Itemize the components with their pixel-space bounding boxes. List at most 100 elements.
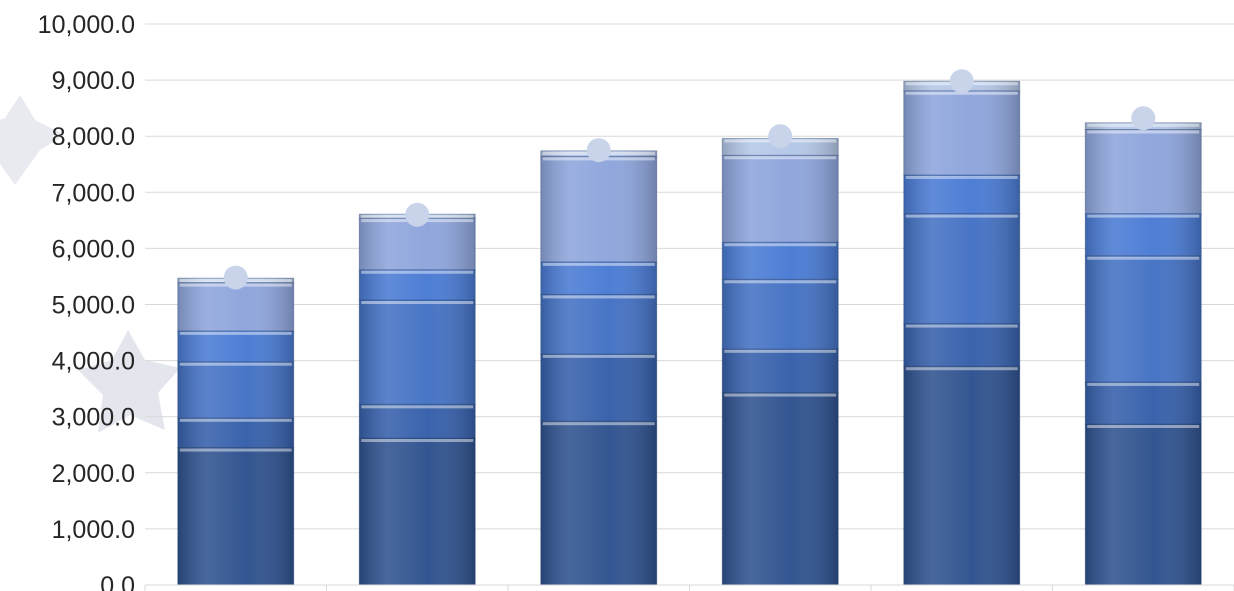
y-tick-label: 8,000.0 (52, 123, 135, 151)
bar-segment-highlight (179, 362, 292, 366)
bar-segment-shade (903, 213, 1020, 324)
y-tick-label: 0.0 (100, 572, 135, 591)
bar-segment (903, 213, 1021, 325)
bar-segment (1084, 255, 1202, 383)
bar-segment-highlight (724, 393, 837, 397)
bar-segment (1084, 128, 1202, 215)
gridlines (145, 23, 1234, 530)
total-marker (949, 69, 974, 94)
bar-segment (1084, 213, 1202, 257)
bar-segment (177, 417, 295, 449)
bar-segment (177, 282, 295, 332)
bar-segment (358, 403, 476, 439)
bar-segment-highlight (905, 175, 1018, 179)
bar-segment (540, 261, 658, 295)
total-marker (768, 124, 793, 149)
bar-segment (903, 365, 1021, 586)
bar-segment-shade (1085, 213, 1202, 256)
bar-segment-highlight (542, 262, 655, 266)
y-tick-label: 7,000.0 (52, 179, 135, 207)
bar-segment-shade (177, 361, 294, 418)
bar-segment-shade (722, 242, 839, 280)
bar-segment (177, 330, 295, 363)
bar-segment-highlight (724, 280, 837, 284)
bar-segment-highlight (361, 301, 474, 305)
total-markers (223, 69, 1156, 290)
background-star-shape (78, 330, 180, 433)
bar-segment-highlight (1087, 130, 1200, 134)
bar-segment (540, 155, 658, 263)
bar-segment-shade (359, 300, 476, 405)
bar-segment (540, 353, 658, 422)
bar-segment (540, 420, 658, 586)
bar-segment-shade (540, 353, 657, 422)
y-tick-label: 6,000.0 (52, 235, 135, 263)
bar-segment (358, 269, 476, 301)
bar-segment-shade (1085, 129, 1202, 214)
y-tick-label: 1,000.0 (52, 516, 135, 544)
background-decoration (0, 95, 180, 433)
bar-segment (358, 437, 476, 586)
bar-segment-shade (359, 269, 476, 301)
bar-segment-shade (903, 90, 1020, 175)
bar-segment-highlight (1087, 382, 1200, 386)
y-tick-label: 10,000.0 (38, 11, 135, 39)
bar-segment (721, 392, 839, 586)
bar-segment-highlight (724, 243, 837, 247)
bar-segment-highlight (905, 91, 1018, 95)
bar-segment-highlight (179, 331, 292, 335)
bar-segment-shade (359, 404, 476, 439)
bar-segment-highlight (1087, 256, 1200, 260)
bar-segment (721, 154, 839, 243)
total-marker (223, 265, 248, 290)
bar-segment-shade (359, 438, 476, 585)
bar-segment-shade (722, 348, 839, 393)
bar-segment-highlight (179, 448, 292, 452)
bar-segment-shade (903, 366, 1020, 585)
bar-segment (903, 323, 1021, 367)
bar-segment-highlight (724, 349, 837, 353)
y-tick-label: 4,000.0 (52, 348, 135, 376)
bar-segment-highlight (361, 270, 474, 274)
bar-segment-shade (177, 447, 294, 585)
bar-segment-highlight (179, 418, 292, 422)
bar-segment-shade (722, 279, 839, 349)
bar-segment (177, 361, 295, 419)
total-marker (586, 138, 611, 163)
background-star-shape (0, 95, 65, 185)
bar-segment-shade (177, 330, 294, 362)
bar-segment-highlight (905, 324, 1018, 328)
bar-segment-shade (177, 282, 294, 331)
bar-segment-shade (540, 156, 657, 262)
bar-segment-shade (722, 155, 839, 243)
bar-segment (1084, 381, 1202, 425)
bar-segment-highlight (361, 439, 474, 443)
bar-segment-shade (903, 323, 1020, 367)
bar-segment (721, 348, 839, 394)
bars (177, 80, 1202, 586)
bar-segment-shade (540, 261, 657, 295)
bar-segment-highlight (905, 214, 1018, 218)
bar-segment-shade (177, 417, 294, 448)
total-marker (405, 202, 430, 227)
bar-segment-shade (540, 421, 657, 585)
bar-segment-highlight (542, 422, 655, 426)
bar-segment-shade (903, 174, 1020, 214)
x-axis (144, 584, 1234, 591)
total-marker (1131, 106, 1156, 131)
y-axis-tick-labels: 0.0 1,000.0 2,000.0 3,000.0 4,000.0 5,000.0 6,… (38, 11, 135, 591)
bar-segment-highlight (542, 354, 655, 358)
y-tick-label: 2,000.0 (52, 460, 135, 488)
bar-segment-highlight (361, 405, 474, 409)
bar-segment (721, 241, 839, 280)
bar-segment-shade (1085, 255, 1202, 382)
bar-segment-shade (540, 294, 657, 354)
bar-segment (540, 293, 658, 355)
bar-segment-highlight (542, 295, 655, 299)
bar-segment (903, 174, 1021, 215)
bar-segment-highlight (1087, 424, 1200, 428)
bar-segment-highlight (724, 156, 837, 160)
bar-segment-shade (1085, 423, 1202, 585)
bar-segment (721, 278, 839, 350)
